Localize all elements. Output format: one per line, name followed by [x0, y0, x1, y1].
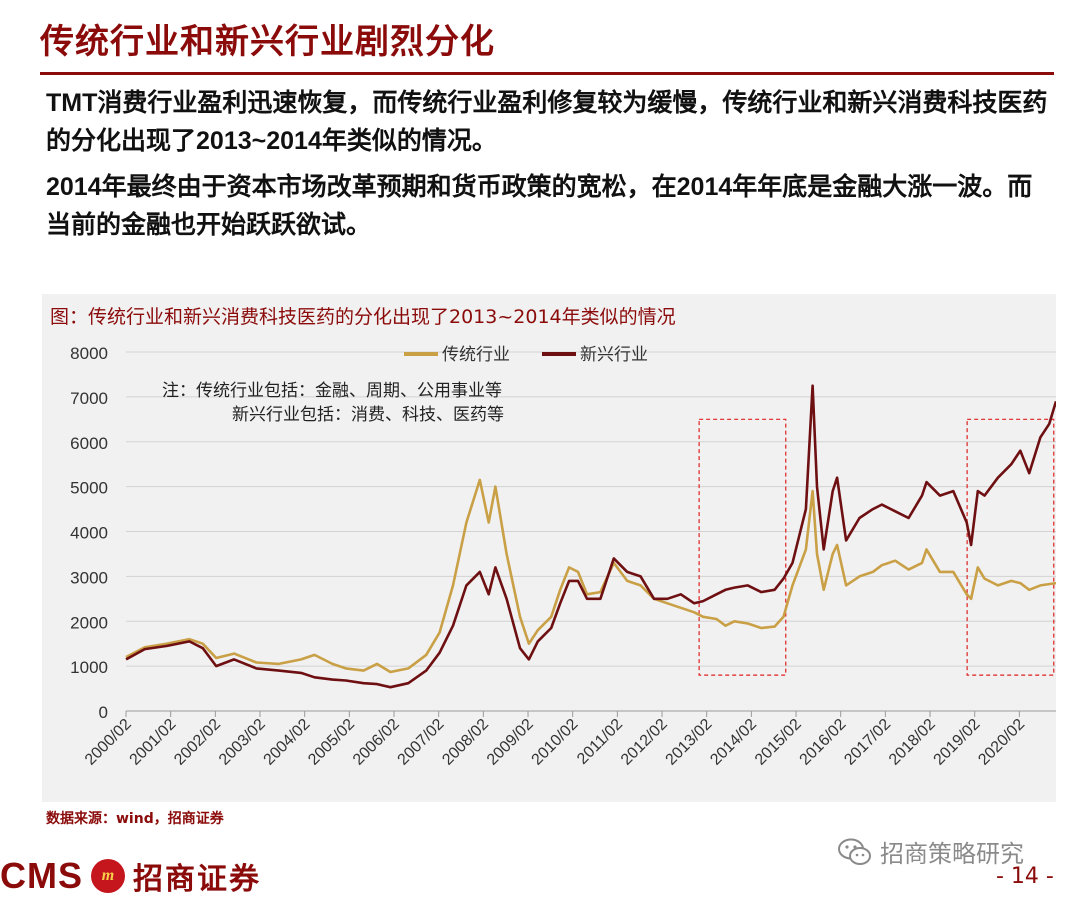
p1-text-a: 消费行业盈利迅速恢复，而传统行业盈利修复较为缓慢，传统行业和新兴消费科技医药的分… — [46, 88, 1048, 155]
x-tick-label: 2013/02 — [663, 716, 716, 769]
legend-label: 传统行业 — [442, 345, 510, 365]
x-tick-label: 2004/02 — [261, 716, 314, 769]
paragraph-2: 2014年最终由于资本市场改革预期和货币政策的宽松，在2014年年底是金融大涨一… — [46, 168, 1056, 244]
legend-label: 新兴行业 — [580, 345, 648, 365]
y-tick-label: 5000 — [70, 479, 108, 498]
page-number: - 14 - — [996, 864, 1054, 889]
chart-note-line-1: 注：传统行业包括：金融、周期、公用事业等 — [162, 381, 502, 401]
y-tick-label: 3000 — [70, 568, 108, 587]
x-tick-label: 2011/02 — [574, 716, 626, 768]
brand-mark-glyph: m — [101, 867, 115, 884]
p1-text-b: 年类似的情况。 — [321, 126, 497, 155]
x-tick-label: 2019/02 — [931, 716, 984, 769]
y-tick-label: 2000 — [70, 613, 108, 632]
y-tick-label: 0 — [99, 703, 108, 722]
x-tick-label: 2017/02 — [841, 716, 894, 769]
title-divider — [40, 72, 1054, 75]
p1-tmt: TMT — [46, 89, 98, 117]
x-tick-label: 2000/02 — [82, 716, 135, 769]
brand-latin: CMS — [0, 855, 83, 896]
series-emerging-line — [125, 384, 1056, 689]
highlight-box — [966, 418, 1055, 676]
p2-year-b: 2014 — [676, 173, 733, 201]
x-tick-label: 2005/02 — [305, 716, 358, 769]
x-tick-label: 2020/02 — [975, 716, 1028, 769]
wechat-account-name: 招商策略研究 — [880, 840, 1024, 868]
series-traditional-line — [125, 478, 1056, 674]
y-tick-label: 7000 — [70, 389, 108, 408]
x-tick-label: 2014/02 — [707, 716, 760, 769]
paragraph-1: TMT消费行业盈利迅速恢复，而传统行业盈利修复较为缓慢，传统行业和新兴消费科技医… — [46, 84, 1056, 160]
y-tick-label: 1000 — [70, 658, 108, 677]
x-tick-label: 2012/02 — [618, 716, 671, 769]
wechat-watermark: 招商策略研究 — [838, 834, 1024, 869]
chart-panel: 图：传统行业和新兴消费科技医药的分化出现了2013~2014年类似的情况 0 10… — [42, 294, 1056, 802]
x-tick-label: 2015/02 — [752, 716, 805, 769]
x-tick-label: 2001/02 — [127, 716, 180, 769]
brand-cn: 招商证券 — [133, 862, 261, 897]
x-tick-label: 2006/02 — [350, 716, 403, 769]
x-tick-label: 2003/02 — [216, 716, 269, 769]
x-tick-label: 2008/02 — [439, 716, 492, 769]
x-tick-label: 2016/02 — [797, 716, 850, 769]
x-tick-label: 2007/02 — [395, 716, 448, 769]
x-tick-label: 2018/02 — [886, 716, 939, 769]
chart-title: 图：传统行业和新兴消费科技医药的分化出现了2013~2014年类似的情况 — [50, 306, 676, 328]
brand-mark-icon: m — [91, 859, 125, 893]
x-tick-label: 2010/02 — [529, 716, 582, 769]
y-tick-label: 6000 — [70, 434, 108, 453]
highlight-box — [698, 418, 787, 676]
data-source: 数据来源：wind，招商证券 — [46, 811, 224, 827]
x-tick-label: 2009/02 — [484, 716, 537, 769]
p2-year-a: 2014 — [46, 173, 102, 201]
y-tick-label: 8000 — [70, 344, 108, 363]
y-tick-label: 4000 — [70, 524, 108, 543]
p2-text-a: 年最终由于资本市场改革预期和货币政策的宽松，在 — [101, 172, 677, 201]
chart-note-line-2: 新兴行业包括：消费、科技、医药等 — [232, 405, 504, 425]
p1-years: 2013~2014 — [196, 127, 322, 155]
x-tick-label: 2002/02 — [171, 716, 224, 769]
p2-text-b: 年年底是金融大涨一波。而当前的金融也开始跃跃欲试。 — [46, 172, 1033, 239]
brand-logo: CMS m 招商证券 — [0, 853, 261, 899]
wechat-icon — [838, 838, 871, 865]
slide-title: 传统行业和新兴行业剧烈分化 — [40, 22, 495, 62]
line-chart: 0 1000 2000 3000 4000 5000 6000 7000 8000 2000/02… — [70, 344, 1056, 769]
